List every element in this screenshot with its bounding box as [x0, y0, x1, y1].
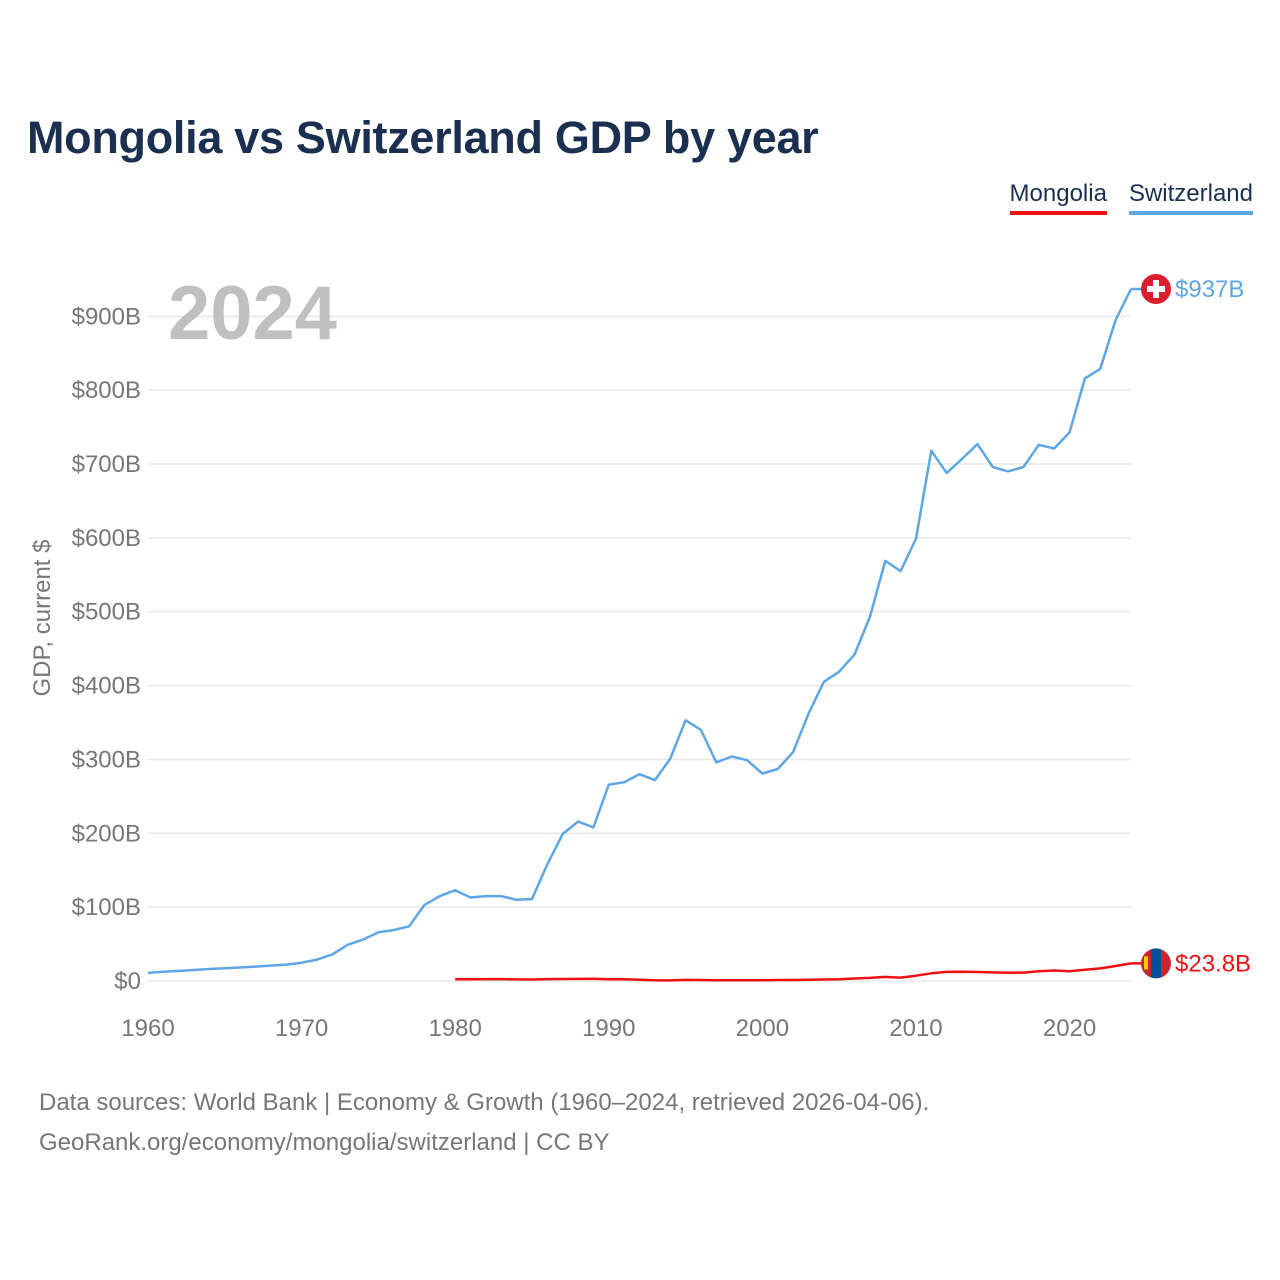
chart-title: Mongolia vs Switzerland GDP by year [27, 112, 819, 163]
gridlines [148, 315, 1131, 982]
x-tick-label: 2010 [889, 1015, 942, 1042]
legend-item-mongolia[interactable]: Mongolia [1009, 180, 1107, 215]
source-note: Data sources: World Bank | Economy & Gro… [39, 1089, 930, 1116]
end-value-label-switzerland: $937B [1175, 276, 1244, 303]
y-tick-label: $700B [72, 451, 141, 478]
legend: Mongolia Switzerland [1009, 180, 1253, 215]
x-tick-label: 2000 [736, 1015, 789, 1042]
x-tick-label: 1960 [121, 1015, 174, 1042]
x-tick-label: 2020 [1043, 1015, 1096, 1042]
y-tick-label: $600B [72, 525, 141, 552]
gdp-line-chart: $0 $100B $200B $300B $400B $500B $600B $700B $80… [29, 271, 1251, 1042]
end-value-label-mongolia: $23.8B [1175, 950, 1251, 977]
footer: Data sources: World Bank | Economy & Gro… [39, 1083, 929, 1163]
end-markers: $937B $23.8B [1131, 274, 1251, 979]
y-tick-label: $800B [72, 377, 141, 404]
y-tick-label: $0 [114, 968, 141, 995]
series-lines [147, 288, 1133, 982]
mongolia-flag-icon [1141, 948, 1171, 979]
y-tick-label: $200B [72, 820, 141, 847]
y-tick-label: $400B [72, 673, 141, 700]
switzerland-flag-icon [1141, 274, 1171, 304]
y-tick-label: $900B [72, 303, 141, 330]
y-axis-label: GDP, current $ [29, 540, 56, 697]
legend-item-switzerland[interactable]: Switzerland [1128, 180, 1253, 215]
year-watermark: 2024 [168, 271, 337, 356]
y-tick-label: $300B [72, 746, 141, 773]
series-line-switzerland [147, 288, 1133, 975]
y-tick-label: $100B [72, 894, 141, 921]
x-tick-label: 1980 [428, 1015, 481, 1042]
y-axis-ticks: $0 $100B $200B $300B $400B $500B $600B $700B $80… [72, 303, 141, 995]
x-axis-ticks: 1960 1970 1980 1990 2000 2010 2020 [121, 1015, 1096, 1042]
series-line-mongolia [455, 962, 1132, 982]
credit-link[interactable]: GeoRank.org/economy/mongolia/switzerland… [39, 1129, 610, 1156]
y-tick-label: $500B [72, 599, 141, 626]
x-tick-label: 1970 [275, 1015, 328, 1042]
x-tick-label: 1990 [582, 1015, 635, 1042]
